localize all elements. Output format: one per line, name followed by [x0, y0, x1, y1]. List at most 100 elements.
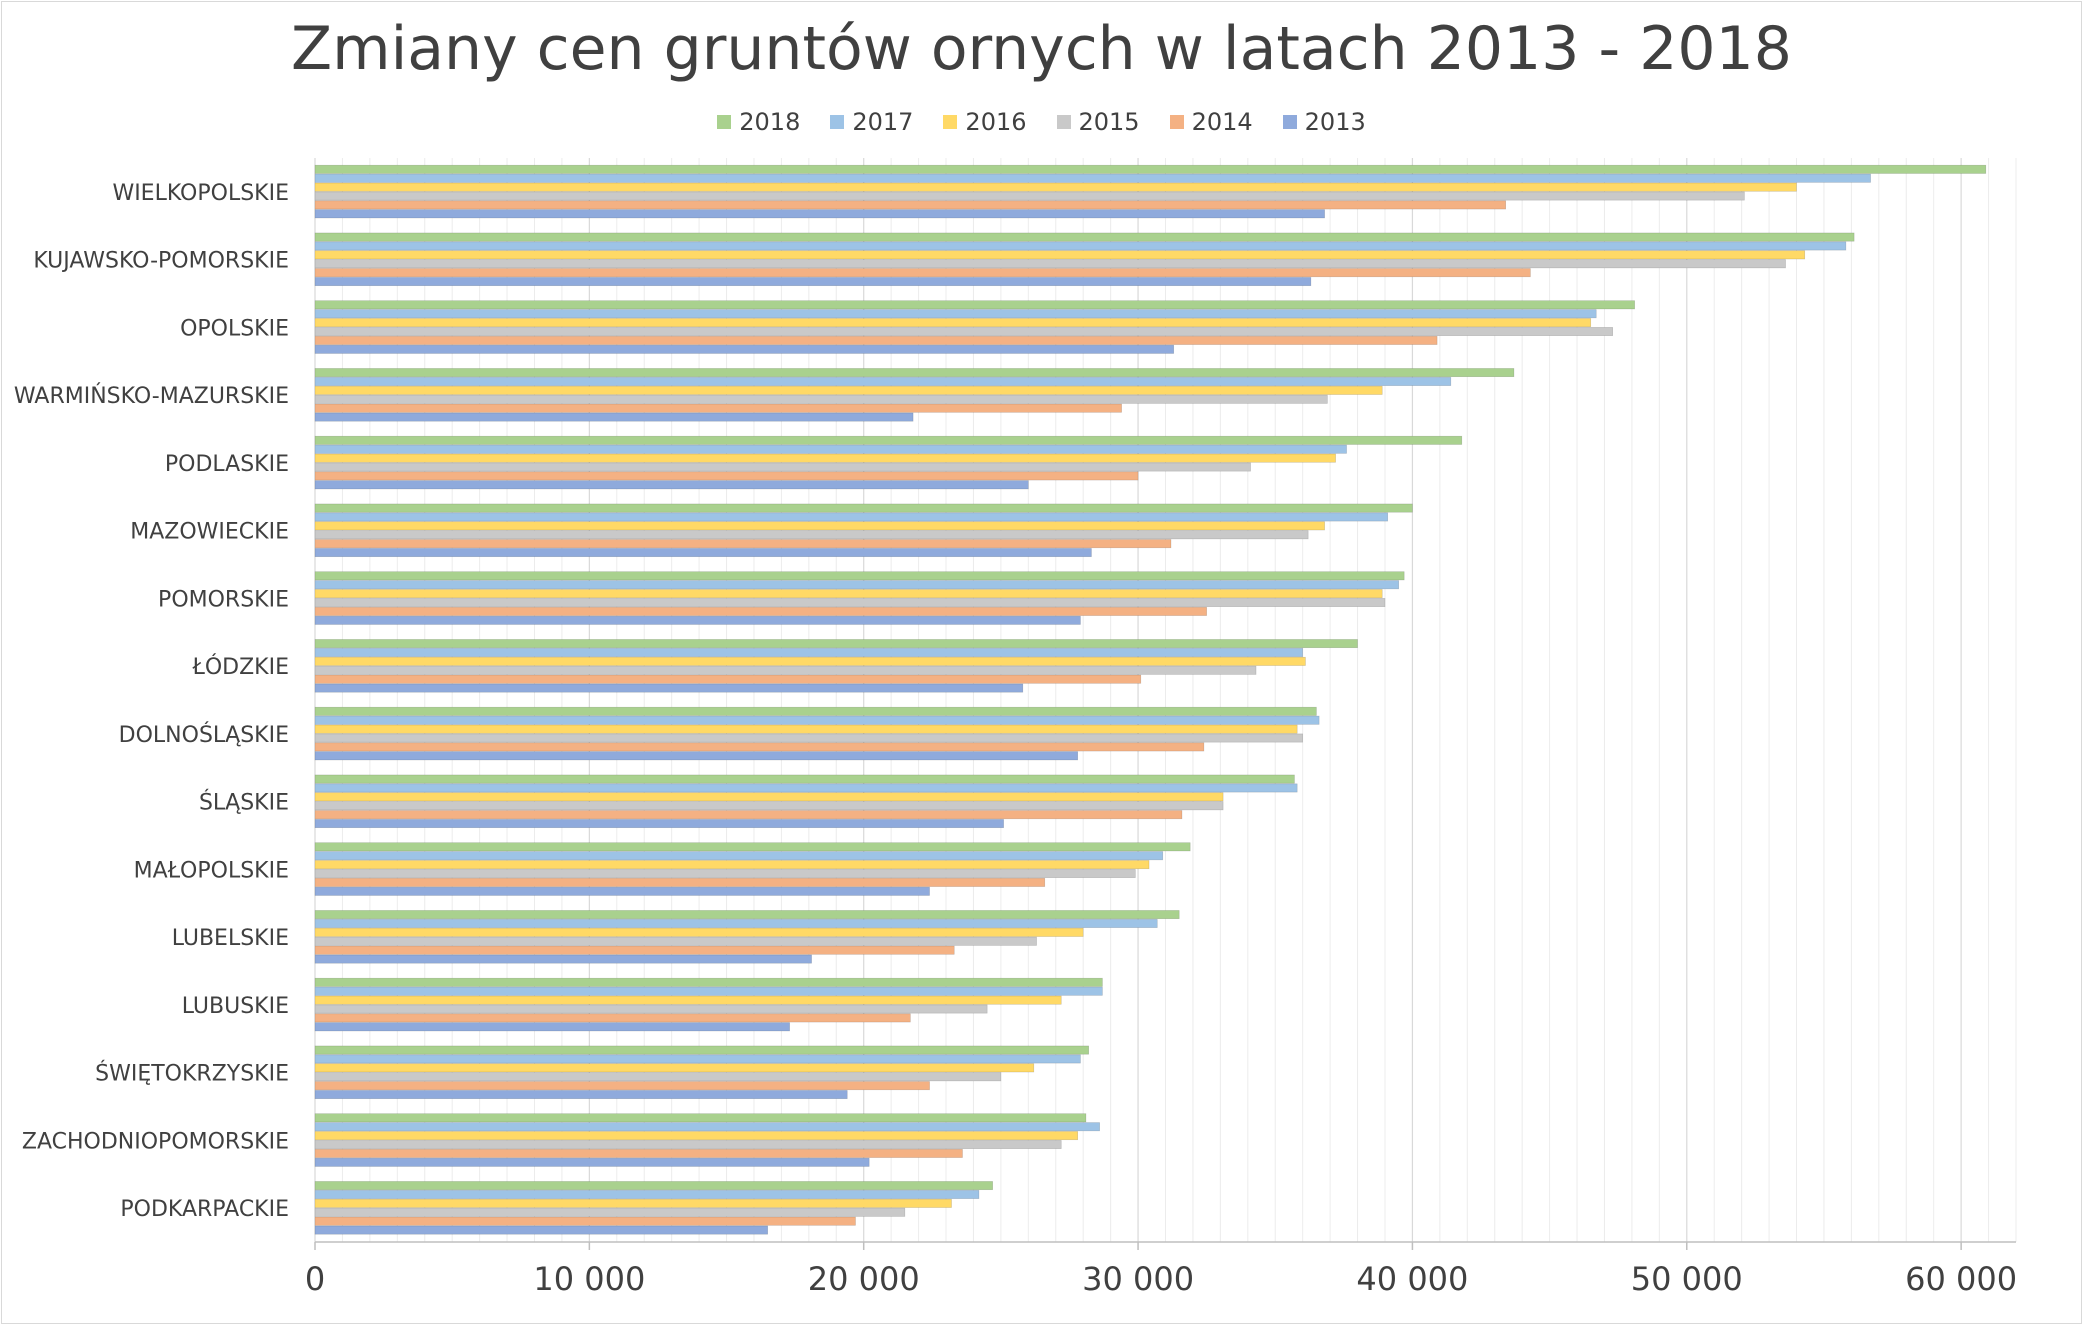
bar: [314, 774, 1295, 784]
bar: [314, 521, 1325, 531]
category-label: PODKARPACKIE: [120, 1197, 289, 1222]
bar: [314, 724, 1298, 734]
bar: [314, 335, 1438, 345]
bar: [314, 706, 1317, 716]
bar: [314, 173, 1871, 183]
bar: [314, 986, 1103, 996]
category-label: LUBELSKIE: [172, 926, 289, 951]
bar: [314, 598, 1386, 607]
category-label: ŁÓDZKIE: [191, 654, 289, 680]
bar: [314, 548, 1092, 558]
bar: [314, 783, 1298, 793]
bar: [314, 1131, 1079, 1141]
bar: [314, 927, 1084, 937]
category-label: WIELKOPOLSKIE: [112, 181, 289, 206]
bar: [314, 318, 1592, 328]
category-label: DOLNOŚLĄSKIE: [119, 722, 289, 748]
category-label: MAŁOPOLSKIE: [134, 858, 289, 883]
x-tick-label: 0: [305, 1260, 325, 1298]
bar: [314, 277, 1312, 287]
bar: [314, 954, 812, 964]
legend-label: 2017: [852, 108, 914, 136]
bar: [314, 403, 1122, 413]
category-label: LUBUSKIE: [182, 994, 289, 1019]
bar: [314, 674, 1142, 684]
bar: [314, 539, 1172, 549]
bar: [314, 1207, 906, 1217]
bar: [314, 182, 1797, 192]
bar: [314, 606, 1207, 616]
bar: [314, 589, 1383, 599]
bar: [314, 1004, 988, 1014]
chart-title: Zmiany cen gruntów ornych w latach 2013 …: [291, 14, 1792, 84]
bar: [314, 1090, 848, 1100]
bar: [314, 444, 1347, 454]
bar: [314, 327, 1613, 336]
bar: [314, 656, 1306, 666]
bar: [314, 344, 1175, 354]
bar: [314, 191, 1745, 201]
legend-label: 2015: [1078, 108, 1140, 136]
category-label: ŚWIĘTOKRZYSKIE: [95, 1061, 289, 1087]
x-tick-label: 60 000: [1905, 1260, 2017, 1298]
bar: [314, 945, 955, 955]
bar: [314, 733, 1303, 743]
category-label: MAZOWIECKIE: [130, 520, 289, 545]
bar: [314, 571, 1405, 581]
bar: [314, 792, 1224, 802]
bar: [314, 309, 1597, 319]
legend-swatch: [717, 115, 732, 129]
bar: [314, 742, 1205, 752]
bar: [314, 209, 1325, 219]
bar: [314, 995, 1062, 1005]
x-tick-label: 20 000: [808, 1260, 920, 1298]
legend-label: 2013: [1304, 108, 1366, 136]
bar: [314, 259, 1786, 269]
bar: [314, 412, 914, 422]
x-tick-label: 30 000: [1082, 1260, 1194, 1298]
bar: [314, 368, 1515, 378]
bar: [314, 580, 1400, 590]
bar: [314, 1122, 1100, 1132]
bar: [314, 842, 1191, 852]
category-label: ZACHODNIOPOMORSKIE: [22, 1129, 289, 1154]
category-label: KUJAWSKO-POMORSKIE: [33, 249, 289, 274]
category-label: ŚLĄSKIE: [199, 790, 289, 816]
bar: [314, 268, 1531, 278]
bar: [314, 377, 1452, 386]
bar: [314, 919, 1158, 928]
bar: [314, 1140, 1062, 1149]
bar: [314, 1072, 1002, 1082]
bar: [314, 471, 1139, 481]
bar: [314, 801, 1224, 811]
category-label: WARMIŃSKO-MAZURSKIE: [14, 383, 289, 409]
bar: [314, 1198, 952, 1208]
bar: [314, 715, 1320, 725]
bar: [314, 936, 1037, 946]
bar: [314, 1225, 768, 1235]
legend-item: 2016: [943, 108, 1027, 136]
category-label: POMORSKIE: [158, 587, 289, 612]
bar: [314, 1013, 911, 1023]
legend: 2018 2017 2016 2015 2014 2013: [0, 108, 2083, 136]
bar: [314, 1045, 1089, 1055]
legend-item: 2015: [1056, 108, 1140, 136]
bar: [314, 200, 1506, 210]
bar: [314, 1148, 963, 1158]
legend-label: 2016: [965, 108, 1027, 136]
legend-label: 2014: [1191, 108, 1253, 136]
bar: [314, 530, 1309, 540]
bar: [314, 503, 1413, 513]
bar: [314, 877, 1046, 887]
bar: [314, 860, 1150, 870]
legend-swatch: [1169, 115, 1184, 129]
bar: [314, 751, 1079, 761]
bar: [314, 648, 1303, 657]
bar: [314, 385, 1383, 395]
legend-item: 2014: [1169, 108, 1253, 136]
bar: [314, 683, 1024, 693]
legend-swatch: [943, 115, 958, 129]
legend-item: 2017: [830, 108, 913, 136]
bar: [314, 250, 1806, 260]
bar: [314, 869, 1136, 878]
